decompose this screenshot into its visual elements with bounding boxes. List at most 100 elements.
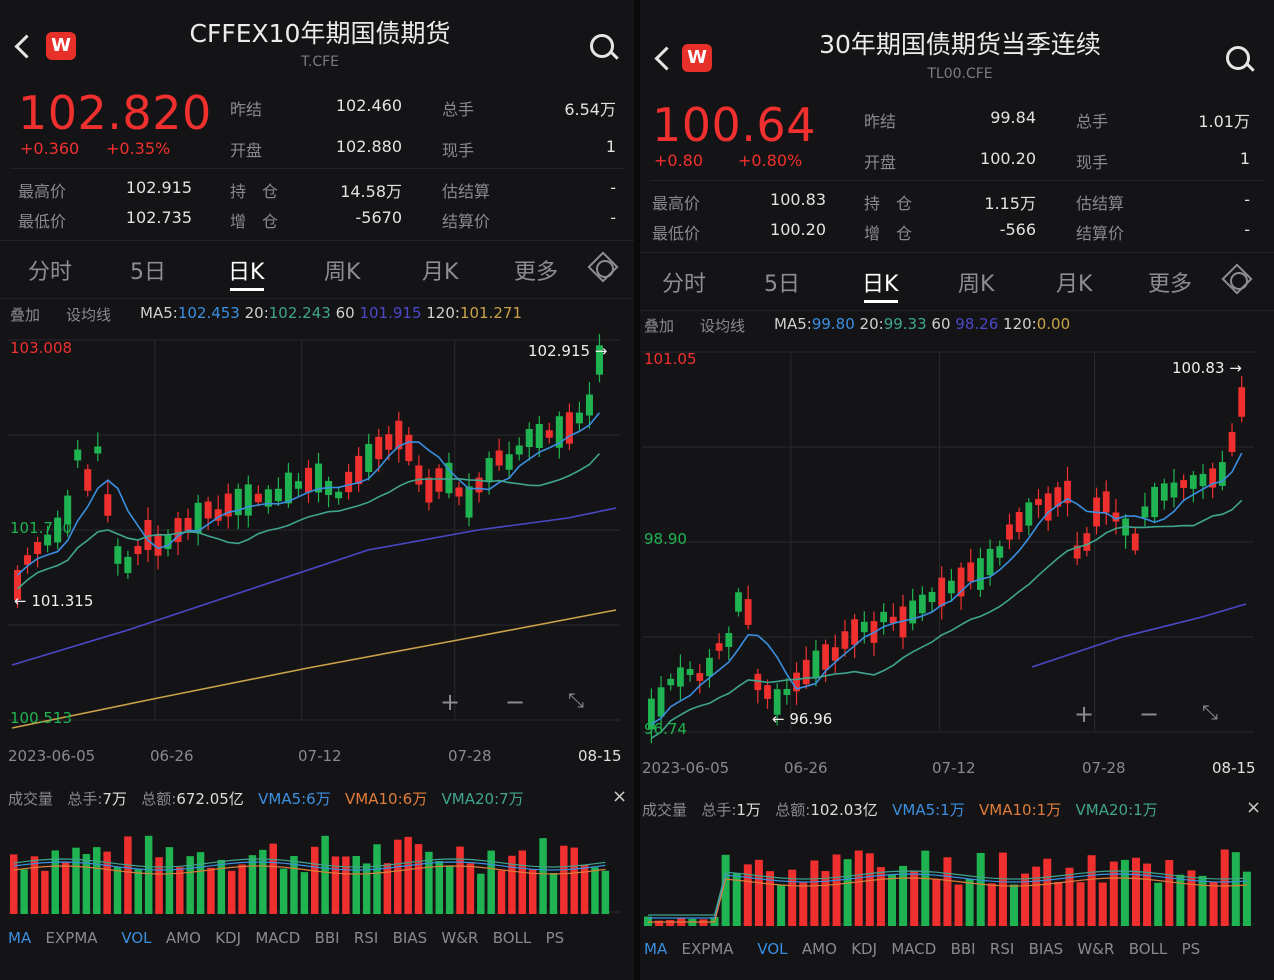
indicator-vol[interactable]: VOL <box>121 929 152 947</box>
stat-value: 14.58万 <box>340 182 402 201</box>
indicator-bias[interactable]: BIAS <box>1028 940 1064 958</box>
candle <box>677 667 684 687</box>
volume-bar <box>1065 867 1074 926</box>
close-icon[interactable]: × <box>612 786 628 807</box>
indicator-expma[interactable]: EXPMA <box>681 940 734 958</box>
indicator-bbi[interactable]: BBI <box>950 940 976 958</box>
volume-bar <box>93 847 101 914</box>
candle <box>194 502 202 534</box>
expand-icon[interactable]: ⤡ <box>1202 700 1218 724</box>
indicator-bbi[interactable]: BBI <box>314 929 340 947</box>
indicator-ma[interactable]: MA <box>644 940 668 958</box>
candle <box>1209 468 1217 488</box>
indicator-wr[interactable]: W&R <box>1077 940 1115 958</box>
back-icon[interactable] <box>14 34 39 59</box>
indicator-wr[interactable]: W&R <box>441 929 479 947</box>
indicator-vol[interactable]: VOL <box>757 940 788 958</box>
vma20-label: VMA20:7万 <box>441 790 524 808</box>
volume-bar <box>217 859 226 914</box>
search-icon[interactable] <box>1226 46 1250 70</box>
candle <box>686 668 694 676</box>
set-ma-button[interactable]: 设均线 <box>66 306 112 324</box>
candle <box>1102 491 1110 513</box>
overlay-button[interactable]: 叠加 <box>644 317 675 335</box>
indicator-boll[interactable]: BOLL <box>1128 940 1168 958</box>
candle <box>34 541 42 555</box>
kline-chart[interactable] <box>642 342 1254 752</box>
tab-weekly-k[interactable]: 周K <box>324 260 361 285</box>
ma120-label: 120: <box>1003 315 1037 333</box>
tab-daily-k[interactable]: 日K <box>862 272 899 297</box>
expand-icon[interactable]: ⤡ <box>568 688 584 712</box>
kline-chart[interactable] <box>8 330 620 740</box>
candle <box>214 509 222 521</box>
close-icon[interactable]: × <box>1246 797 1262 818</box>
tab-more[interactable]: 更多 <box>514 260 559 285</box>
volume-bar <box>570 847 578 914</box>
candle <box>899 606 907 638</box>
logo-icon[interactable]: W <box>682 44 712 72</box>
volume-bar <box>290 855 298 914</box>
volume-bar <box>362 863 371 914</box>
volume-bar <box>248 855 257 914</box>
indicator-expma[interactable]: EXPMA <box>45 929 98 947</box>
indicator-macd[interactable]: MACD <box>255 929 301 947</box>
indicator-amo[interactable]: AMO <box>801 940 837 958</box>
tab-more[interactable]: 更多 <box>1148 272 1193 297</box>
indicator-rsi[interactable]: RSI <box>989 940 1015 958</box>
plus-icon[interactable]: + <box>1074 700 1095 728</box>
tab-5day[interactable]: 5日 <box>764 272 800 297</box>
overlay-button[interactable]: 叠加 <box>10 306 41 324</box>
volume-bar <box>580 864 589 914</box>
ma-legend: MA5:102.453 20:102.243 60 101.915 120:10… <box>140 304 522 322</box>
search-icon[interactable] <box>590 34 614 58</box>
tab-intraday[interactable]: 分时 <box>28 260 73 285</box>
tab-weekly-k[interactable]: 周K <box>958 272 995 297</box>
indicator-macd[interactable]: MACD <box>891 940 937 958</box>
indicator-rsi[interactable]: RSI <box>353 929 379 947</box>
vma20-line <box>647 870 1247 916</box>
plus-icon[interactable]: + <box>440 688 461 716</box>
high-marker-label: 100.83 → <box>1172 359 1242 377</box>
indicator-bias[interactable]: BIAS <box>392 929 428 947</box>
candle <box>851 619 858 645</box>
candle <box>565 412 573 444</box>
minus-icon[interactable]: − <box>1139 700 1160 728</box>
indicator-ps[interactable]: PS <box>545 929 565 947</box>
tab-monthly-k[interactable]: 月K <box>422 260 459 285</box>
volume-bar <box>1120 859 1129 926</box>
stat-label: 开盘 <box>230 141 263 160</box>
indicator-amo[interactable]: AMO <box>165 929 201 947</box>
ma20-label: 20: <box>859 315 884 333</box>
gear-icon[interactable] <box>1230 272 1248 290</box>
candle <box>435 468 443 492</box>
volume-chart <box>642 849 1254 926</box>
quote-panel-right: W 30年期国债期货当季连续 TL00.CFE 100.64 +0.80 +0.… <box>640 0 1274 980</box>
tab-intraday[interactable]: 分时 <box>662 272 707 297</box>
back-icon[interactable] <box>654 46 679 71</box>
gear-icon[interactable] <box>596 260 614 278</box>
high-marker-value: 100.83 <box>1172 359 1225 377</box>
y-axis-mid-label: 101.760 <box>10 519 73 537</box>
indicator-ma[interactable]: MA <box>8 929 32 947</box>
volume-bar <box>987 883 996 926</box>
volume-amount: 102.03亿 <box>810 801 878 819</box>
minus-icon[interactable]: − <box>505 688 526 716</box>
tab-5day[interactable]: 5日 <box>130 260 166 285</box>
volume-bar <box>259 849 267 914</box>
indicator-boll[interactable]: BOLL <box>492 929 532 947</box>
set-ma-button[interactable]: 设均线 <box>700 317 746 335</box>
indicator-kdj[interactable]: KDJ <box>851 940 877 958</box>
low-marker-label: ← 96.96 <box>772 710 833 728</box>
indicator-kdj[interactable]: KDJ <box>215 929 241 947</box>
indicator-ps[interactable]: PS <box>1181 940 1201 958</box>
candle <box>1015 512 1023 532</box>
logo-icon[interactable]: W <box>46 32 76 60</box>
volume-bar <box>342 856 350 914</box>
price-change-pct: +0.35% <box>106 139 171 158</box>
volume-bar <box>165 847 174 914</box>
x-axis-label: 07-28 <box>1082 759 1126 777</box>
tab-monthly-k[interactable]: 月K <box>1056 272 1093 297</box>
volume-bar <box>456 846 464 914</box>
tab-daily-k[interactable]: 日K <box>228 260 265 285</box>
